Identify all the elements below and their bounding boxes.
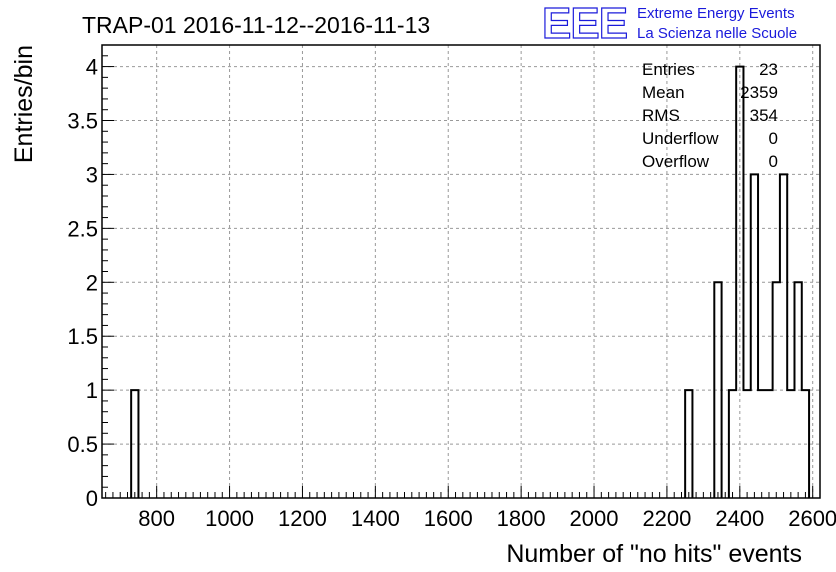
y-axis-ticks: 0 0.5 1 1.5 2 2.5 3 3.5 4 <box>67 44 114 511</box>
y-tick-label: 3.5 <box>67 109 98 134</box>
y-tick-label: 0 <box>86 486 98 511</box>
y-tick-label: 2.5 <box>67 216 98 241</box>
stats-value: 354 <box>750 106 778 125</box>
y-tick-label: 0.5 <box>67 432 98 457</box>
x-tick-label: 2200 <box>642 506 691 531</box>
logo-line-2: La Scienza nelle Scuole <box>637 25 797 42</box>
stats-value: 23 <box>759 60 778 79</box>
stats-value: 2359 <box>740 83 778 102</box>
eee-logo: EEE Extreme Energy Events La Scienza nel… <box>541 0 797 49</box>
stats-value: 0 <box>769 129 778 148</box>
y-tick-label: 2 <box>86 270 98 295</box>
stats-label: Underflow <box>642 129 719 148</box>
x-tick-label: 2600 <box>788 506 836 531</box>
eee-logo-mark: EEE <box>542 0 627 48</box>
stats-label: Mean <box>642 83 685 102</box>
x-axis-ticks: 800 1000 1200 1400 1600 1800 2000 2200 2400 2600 <box>105 486 836 531</box>
x-tick-label: 800 <box>138 506 175 531</box>
plot-frame <box>101 44 821 499</box>
y-tick-label: 4 <box>86 55 98 80</box>
stats-value: 0 <box>769 152 778 171</box>
x-axis-label: Number of "no hits" events <box>506 540 802 568</box>
x-tick-label: 2000 <box>570 506 619 531</box>
y-tick-label: 3 <box>86 162 98 187</box>
grid-lines <box>102 45 820 498</box>
x-tick-label: 1600 <box>424 506 473 531</box>
x-tick-label: 1200 <box>278 506 327 531</box>
stats-label: Entries <box>642 60 695 79</box>
chart-title: TRAP-01 2016-11-12--2016-11-13 <box>82 12 430 38</box>
stats-box: Entries 23 Mean 2359 RMS 354 Underflow 0 Overflo… <box>642 60 778 171</box>
y-tick-label: 1 <box>86 378 98 403</box>
y-tick-label: 1.5 <box>67 324 98 349</box>
x-tick-label: 1000 <box>205 506 254 531</box>
stats-label: Overflow <box>642 152 710 171</box>
stats-label: RMS <box>642 106 680 125</box>
x-tick-label: 2400 <box>715 506 764 531</box>
logo-line-1: Extreme Energy Events <box>637 5 795 22</box>
y-axis-label: Entries/bin <box>10 45 38 163</box>
x-tick-label: 1400 <box>351 506 400 531</box>
x-tick-label: 1800 <box>497 506 546 531</box>
histogram-outline <box>130 65 811 498</box>
